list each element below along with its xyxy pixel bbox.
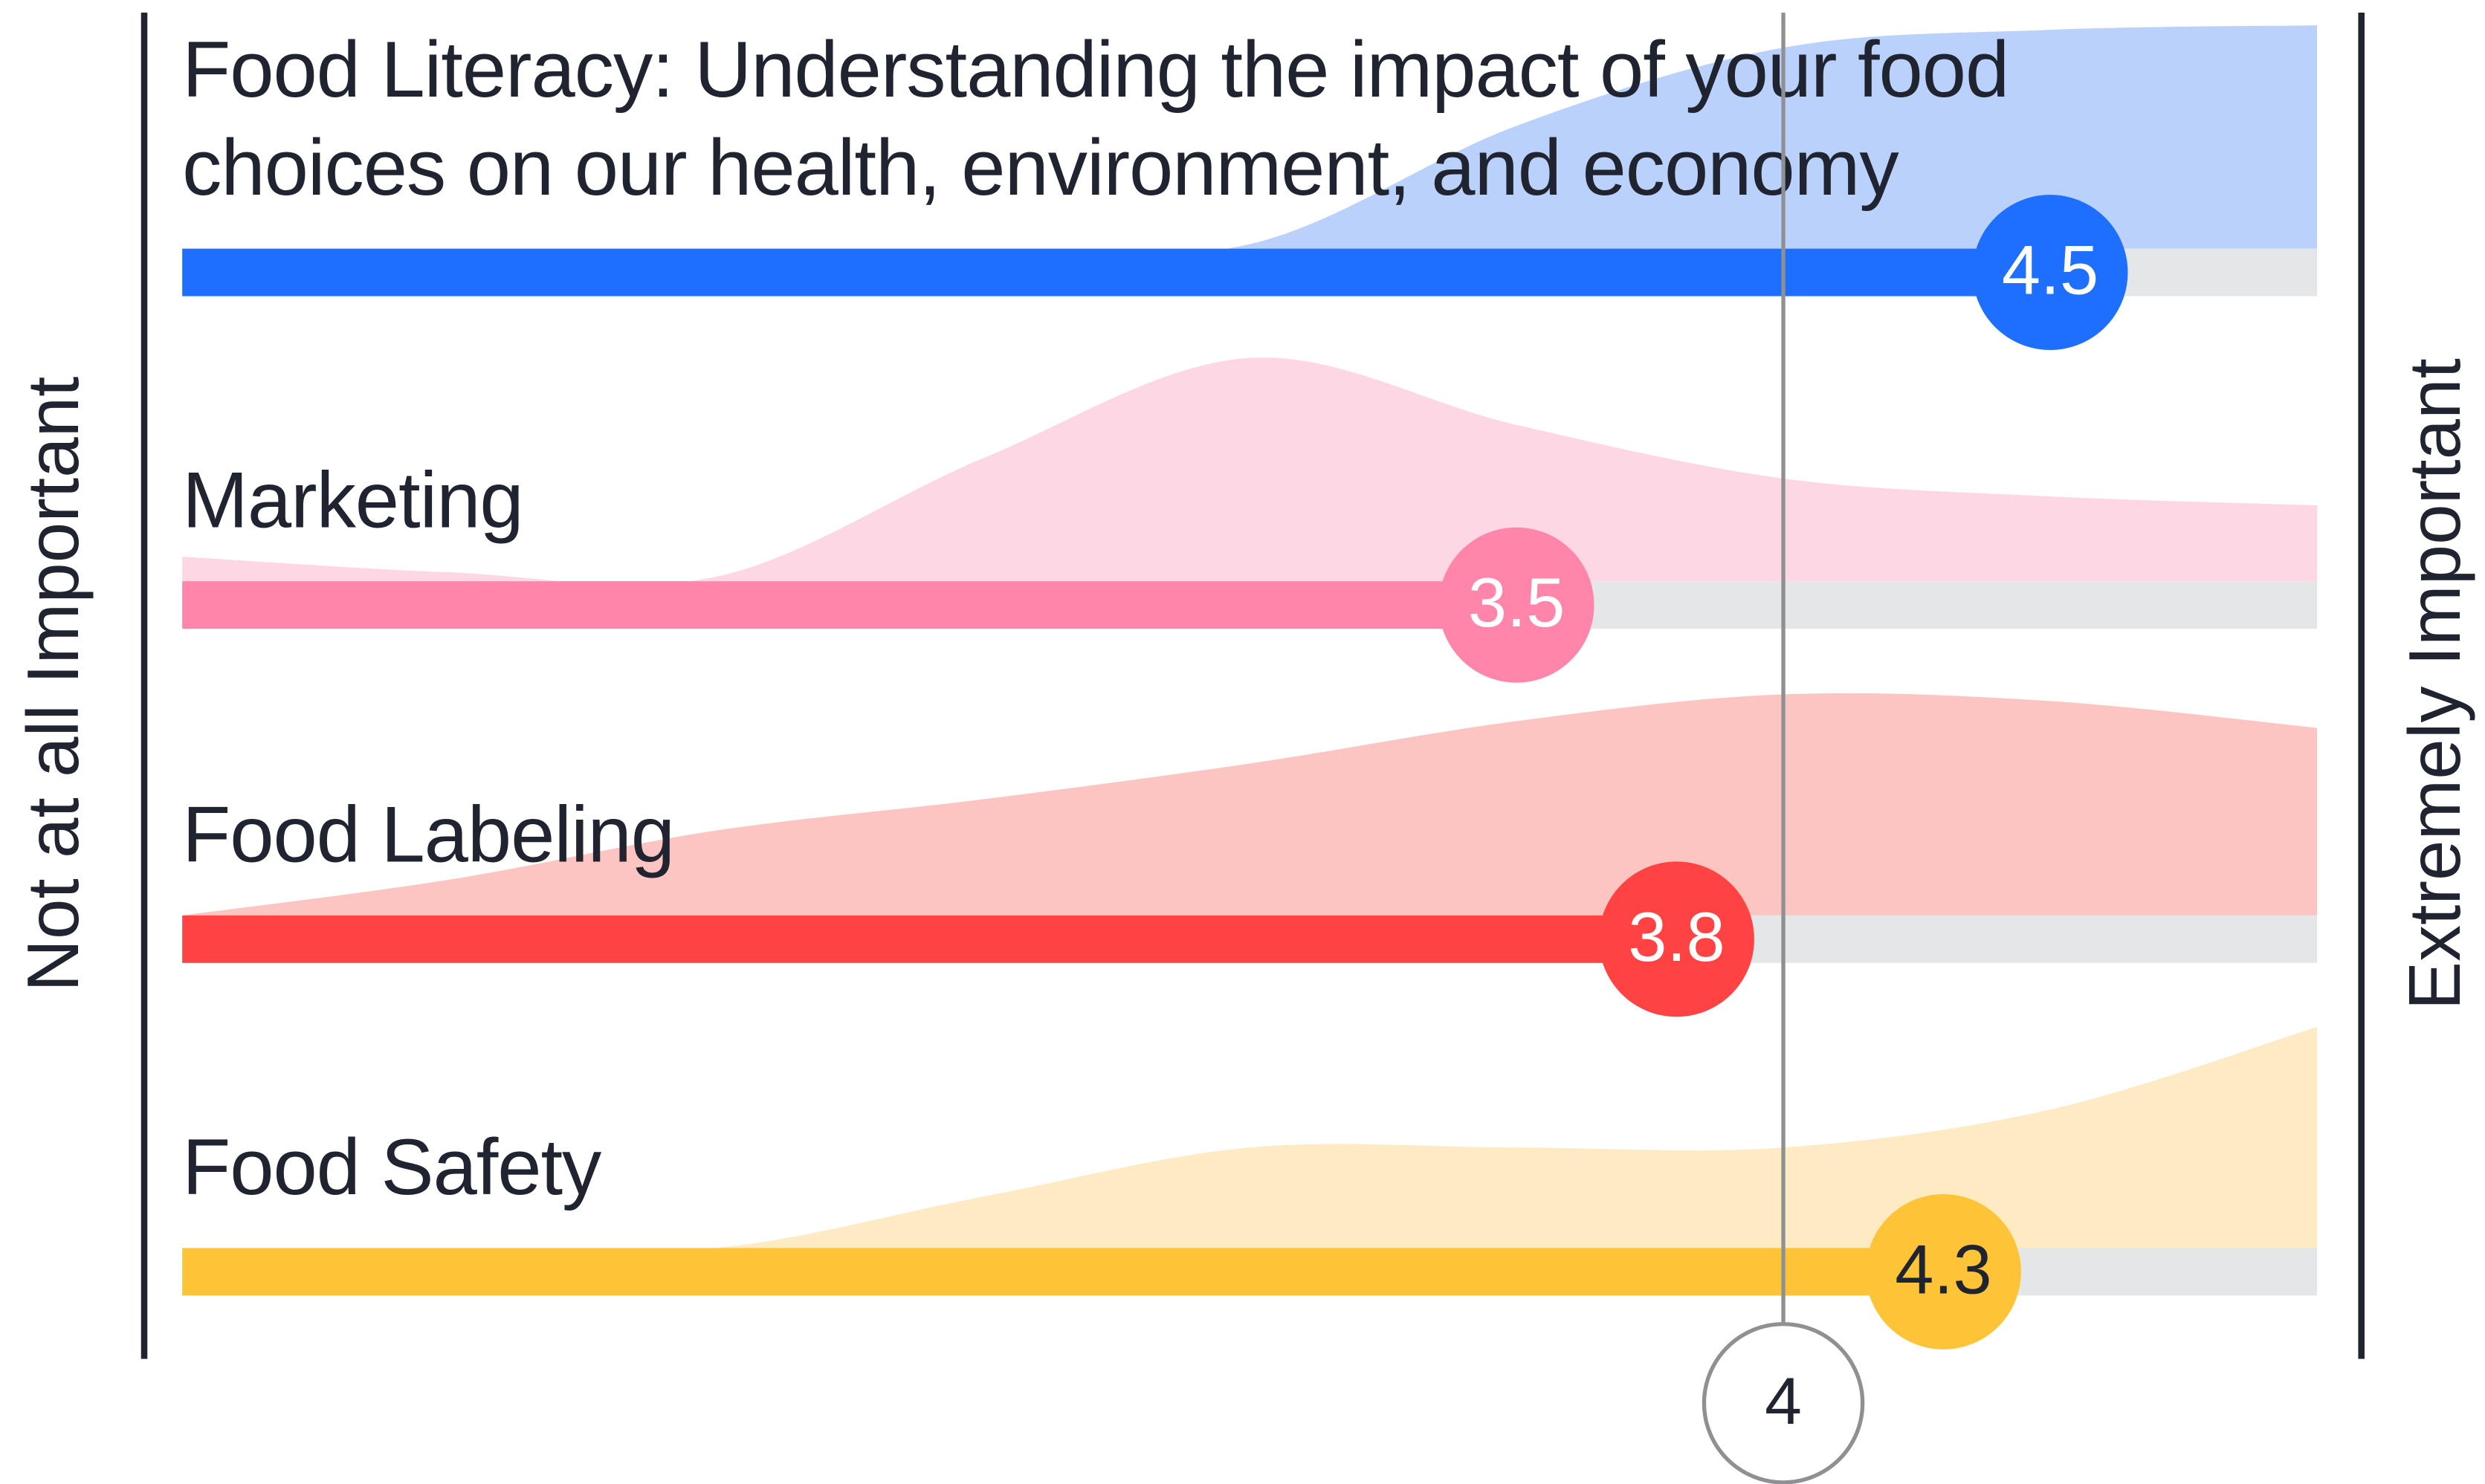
category-label-box: Food Literacy: Understanding the impact … [182, 25, 2009, 213]
bar [182, 915, 1677, 963]
value-label: 3.5 [1468, 563, 1565, 641]
value-knob [1438, 527, 1594, 683]
right-label: Extremely Important [2394, 358, 2475, 1010]
category-label: Marketing [182, 456, 524, 545]
category-label-box: Food Safety [182, 1123, 601, 1212]
category-label: Food Literacy: Understanding the impact … [182, 25, 2009, 213]
value-knob [1972, 195, 2128, 351]
category-label: Food Safety [182, 1123, 601, 1212]
left-label: Not at all Important [12, 377, 94, 992]
bar [182, 581, 1517, 629]
bar [182, 1248, 1944, 1296]
value-label: 4.5 [2002, 231, 2098, 309]
category-label-box: Marketing [182, 456, 524, 545]
reference-label: 4 [1765, 1364, 1802, 1438]
value-knob [1865, 1193, 2021, 1349]
category-label: Food Labeling [182, 790, 675, 879]
reference-marker [1702, 1322, 1865, 1484]
value-knob [1598, 861, 1754, 1017]
value-label: 4.3 [1895, 1230, 1991, 1308]
bar [182, 248, 2051, 297]
value-label: 3.8 [1628, 898, 1725, 976]
category-label-box: Food Labeling [182, 790, 675, 879]
